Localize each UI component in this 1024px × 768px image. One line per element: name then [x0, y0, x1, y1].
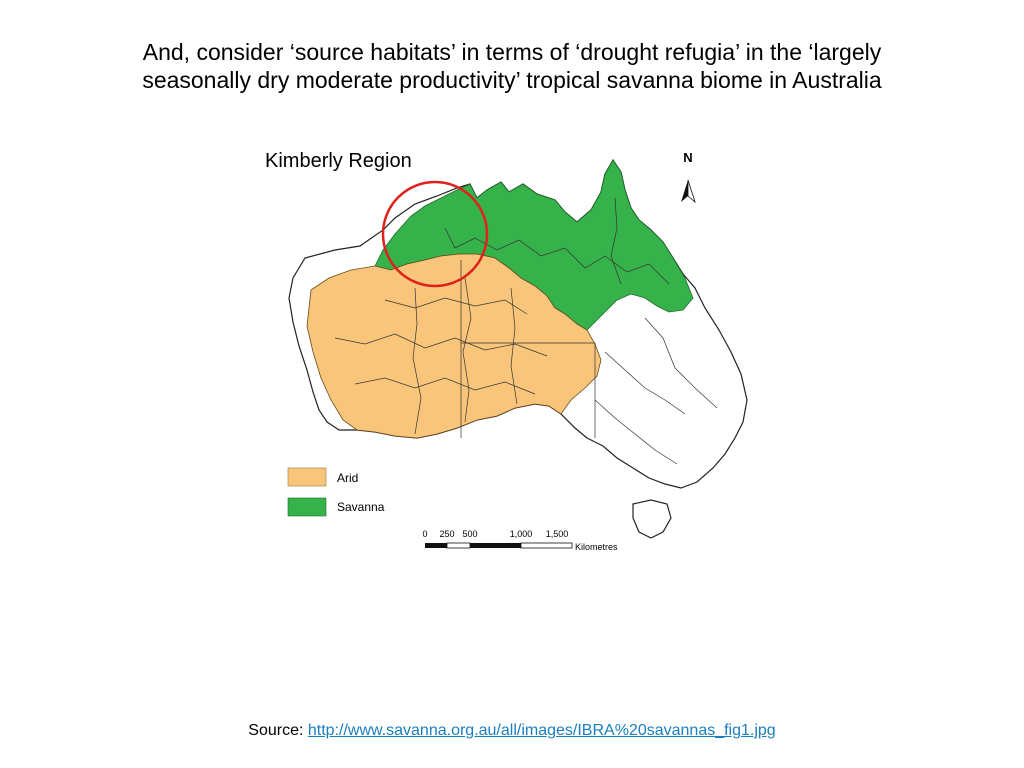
- source-prefix: Source:: [248, 722, 308, 739]
- legend-swatch-arid: [287, 467, 327, 487]
- australia-map: N Arid Savanna 0 250 500 1,000 1,500 Kil…: [265, 138, 765, 558]
- legend-swatch-savanna: [287, 497, 327, 517]
- scale-unit-label: Kilometres: [575, 542, 618, 552]
- legend-label-savanna: Savanna: [337, 500, 385, 514]
- map-svg: N Arid Savanna 0 250 500 1,000 1,500 Kil…: [287, 150, 748, 552]
- scale-bar: 0 250 500 1,000 1,500 Kilometres: [422, 529, 618, 552]
- title-line-1: And, consider ‘source habitats’ in terms…: [142, 39, 882, 65]
- source-line: Source: http://www.savanna.org.au/all/im…: [0, 722, 1024, 740]
- map-legend: Arid Savanna: [287, 467, 385, 517]
- source-link[interactable]: http://www.savanna.org.au/all/images/IBR…: [307, 722, 776, 739]
- scale-tick-1000: 1,000: [510, 529, 533, 539]
- arid-region: [306, 253, 602, 439]
- kimberly-highlight-circle: [381, 180, 489, 288]
- scale-tick-500: 500: [462, 529, 477, 539]
- scale-tick-0: 0: [422, 529, 427, 539]
- scale-tick-1500: 1,500: [546, 529, 569, 539]
- legend-label-arid: Arid: [337, 471, 358, 485]
- kimberly-region-label: Kimberly Region: [265, 150, 412, 172]
- tasmania-outline: [632, 499, 672, 539]
- north-arrow-icon: [681, 179, 696, 204]
- title-line-2: seasonally dry moderate productivity’ tr…: [142, 67, 882, 93]
- slide-title: And, consider ‘source habitats’ in terms…: [20, 38, 1004, 94]
- north-label: N: [683, 150, 692, 165]
- scale-tick-250: 250: [439, 529, 454, 539]
- region-boundaries: [334, 197, 718, 465]
